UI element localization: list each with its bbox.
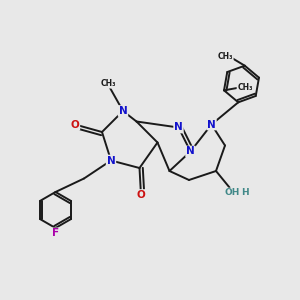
Text: N: N xyxy=(118,106,127,116)
Text: N: N xyxy=(174,122,183,133)
Text: O: O xyxy=(70,119,80,130)
Text: N: N xyxy=(106,155,116,166)
Text: CH₃: CH₃ xyxy=(218,52,233,61)
Text: F: F xyxy=(52,228,59,239)
Text: N: N xyxy=(186,146,195,157)
Text: CH₃: CH₃ xyxy=(237,83,253,92)
Text: O: O xyxy=(136,190,146,200)
Text: OH: OH xyxy=(224,188,240,197)
Text: N: N xyxy=(207,119,216,130)
Text: CH₃: CH₃ xyxy=(100,79,116,88)
Text: H: H xyxy=(241,188,249,197)
